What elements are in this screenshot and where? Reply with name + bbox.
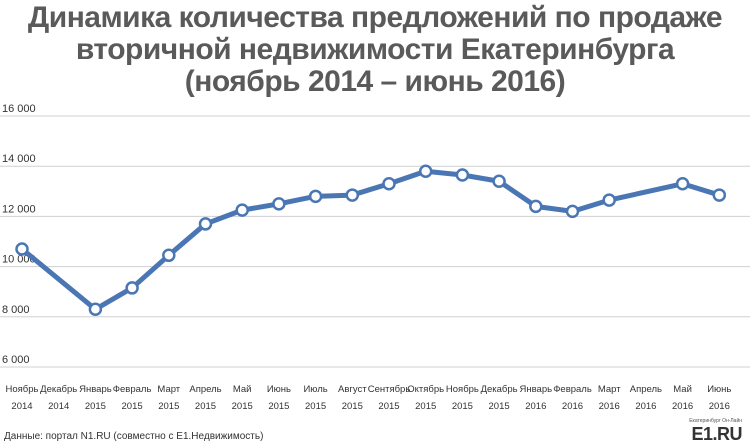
data-point	[125, 281, 139, 295]
e1-logo: Екатеринбург Он-Лайн E1.RU	[672, 418, 742, 445]
chart-title-line-3: (ноябрь 2014 – июнь 2016)	[184, 65, 566, 98]
logo-mark: E1.RU	[691, 424, 742, 444]
y-axis-tick-labels: 6 000 8 000 10 000 12 000 14 000 16 000	[2, 103, 36, 366]
x-tick-label: Июль 2015	[303, 384, 327, 412]
x-tick-label: Июнь 2016	[707, 384, 731, 412]
gridlines	[0, 115, 750, 368]
y-tick-label: 10 000	[2, 254, 36, 266]
x-tick-label: Июнь 2015	[267, 384, 291, 412]
x-tick-label: Февраль 2015	[113, 384, 152, 412]
data-point	[675, 177, 690, 191]
x-tick-label: Апрель 2015	[189, 384, 221, 412]
x-tick-label: Апрель 2016	[630, 384, 662, 412]
x-tick-label: Январь 2016	[520, 384, 553, 412]
x-tick-label: Февраль 2016	[553, 384, 592, 412]
x-tick-label: Март 2016	[598, 384, 621, 412]
chart-title-line-1: Динамика количества предложений по прода…	[27, 1, 723, 34]
data-point	[455, 168, 470, 182]
data-point	[565, 204, 580, 219]
x-tick-label: Ноябрь 2014	[6, 384, 39, 412]
y-tick-label: 12 000	[2, 203, 36, 215]
x-tick-label: Март 2015	[157, 384, 180, 412]
data-point	[15, 242, 29, 256]
x-tick-label: Май 2015	[232, 384, 253, 412]
data-point	[345, 188, 360, 202]
y-tick-label: 14 000	[2, 153, 36, 165]
source-note: Данные: портал N1.RU (совместно с E1.Нед…	[4, 431, 264, 442]
x-tick-label: Сентябрь 2015	[368, 384, 411, 412]
data-point	[382, 177, 396, 191]
y-tick-label: 16 000	[2, 103, 36, 115]
x-tick-label: Январь 2015	[79, 384, 112, 412]
data-point	[602, 193, 616, 207]
data-point	[198, 217, 213, 231]
x-tick-label: Май 2016	[672, 384, 693, 412]
y-tick-label: 8 000	[2, 304, 30, 316]
data-point	[162, 248, 176, 263]
chart-title-line-2: вторичной недвижимости Екатеринбурга	[75, 33, 675, 66]
x-tick-label: Декабрь 2014	[40, 384, 77, 412]
chart-title: Динамика количества предложений по прода…	[0, 2, 750, 98]
data-point	[418, 164, 433, 178]
logo-subtitle: Екатеринбург Он-Лайн	[689, 418, 742, 424]
x-tick-label: Декабрь 2015	[481, 384, 518, 412]
x-tick-label: Август 2015	[338, 384, 367, 412]
data-point	[88, 302, 103, 317]
data-point	[272, 197, 286, 211]
data-point	[308, 189, 323, 204]
data-point	[712, 188, 727, 202]
x-tick-label: Октябрь 2015	[407, 384, 444, 412]
series-points	[15, 164, 727, 317]
y-tick-label: 6 000	[2, 354, 30, 366]
x-tick-label: Ноябрь 2015	[446, 384, 479, 412]
data-point	[492, 174, 506, 189]
data-point	[235, 203, 249, 217]
data-point	[529, 199, 543, 214]
